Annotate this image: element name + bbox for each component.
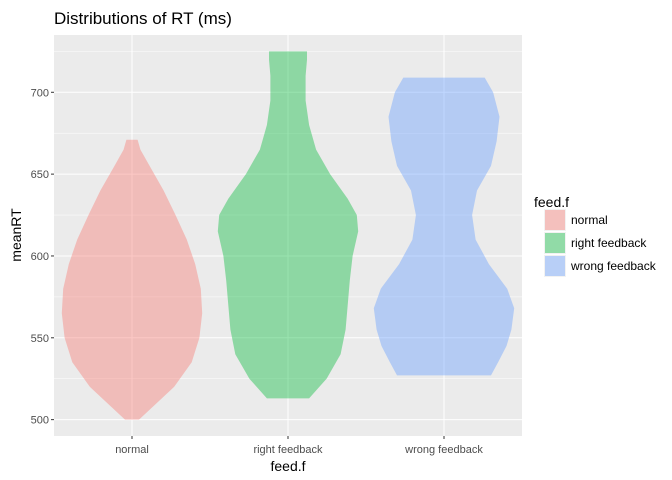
legend-label: right feedback (571, 236, 647, 250)
legend-key-bg (544, 209, 566, 231)
y-tick-label: 600 (31, 251, 49, 263)
legend-key-bg (544, 255, 566, 277)
x-axis-title: feed.f (270, 458, 305, 474)
x-axis-ticks: normal right feedback wrong feedback (115, 436, 483, 456)
legend-label: normal (571, 213, 608, 227)
legend-swatch (545, 233, 565, 253)
y-axis-ticks: 500 550 600 650 700 (31, 87, 54, 427)
violin-normal (61, 139, 203, 420)
legend: feed.f normal right feedback wrong feedbac… (534, 194, 657, 277)
legend-swatch (545, 256, 565, 276)
violins (61, 51, 515, 420)
x-tick-label: normal (115, 444, 149, 456)
legend-key-bg (544, 232, 566, 254)
y-tick-label: 650 (31, 169, 49, 181)
legend-label: wrong feedback (570, 259, 657, 273)
y-tick-label: 700 (31, 87, 49, 99)
legend-swatch (545, 210, 565, 230)
x-tick-label: right feedback (253, 444, 323, 456)
grid-major (54, 35, 522, 436)
violin-right-feedback (217, 51, 359, 399)
y-tick-label: 550 (31, 333, 49, 345)
y-tick-label: 500 (31, 415, 49, 427)
x-tick-label: wrong feedback (404, 444, 483, 456)
chart-title: Distributions of RT (ms) (54, 9, 232, 28)
violin-wrong-feedback (373, 77, 515, 376)
y-axis-title: meanRT (8, 208, 24, 262)
legend-title: feed.f (534, 194, 569, 210)
